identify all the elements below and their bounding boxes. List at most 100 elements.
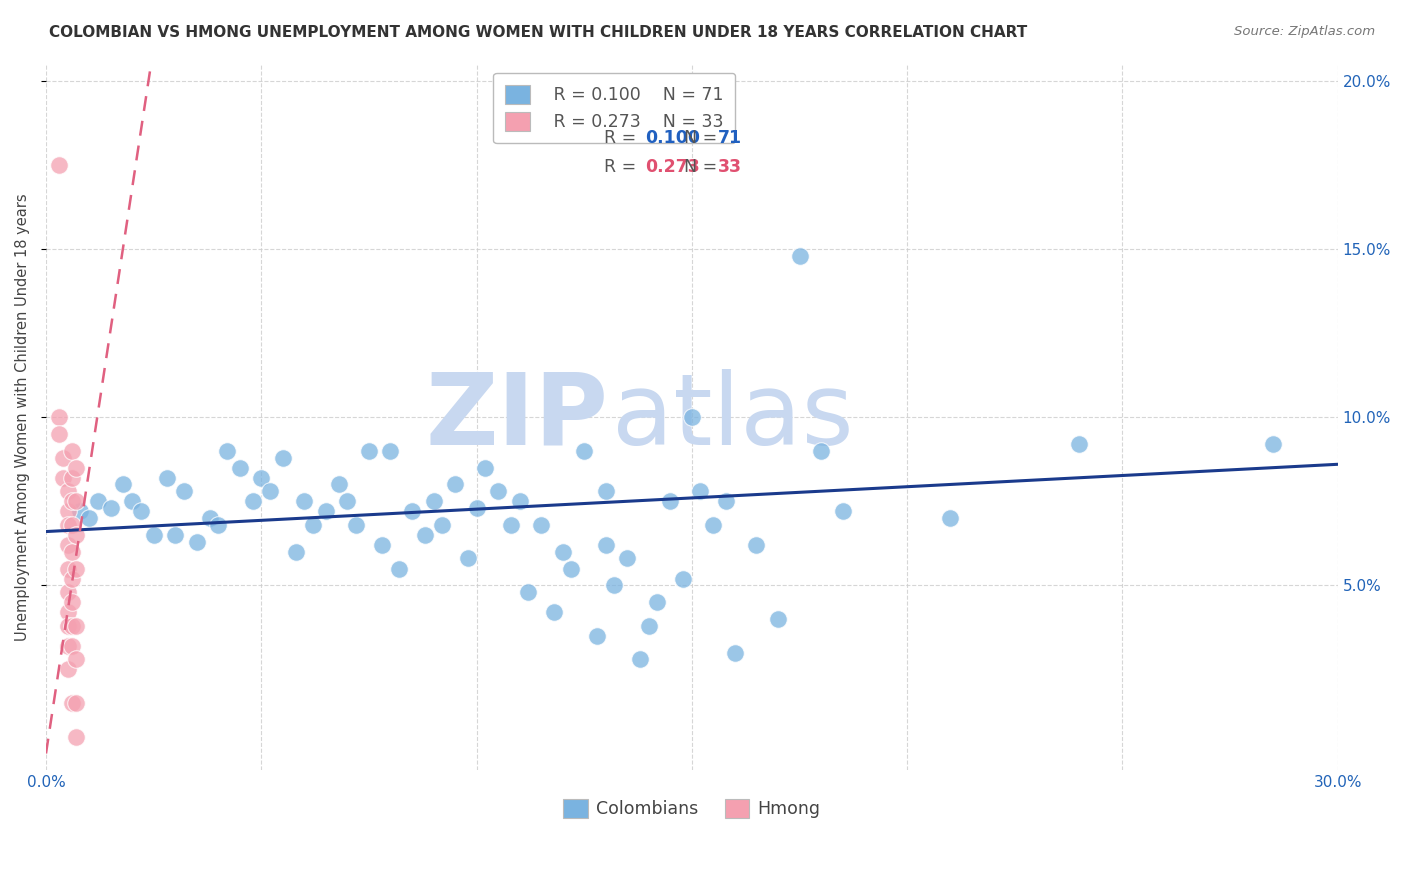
Point — [681, 410, 703, 425]
Point — [474, 460, 496, 475]
Point — [430, 517, 453, 532]
Point — [65, 652, 87, 666]
Point — [628, 652, 651, 666]
Point — [207, 517, 229, 532]
Point — [543, 605, 565, 619]
Point — [271, 450, 294, 465]
Point — [155, 471, 177, 485]
Point — [60, 639, 83, 653]
Point — [789, 249, 811, 263]
Text: 0.100: 0.100 — [645, 128, 700, 146]
Point — [65, 494, 87, 508]
Point — [444, 477, 467, 491]
Point — [65, 696, 87, 710]
Point — [56, 504, 79, 518]
Point — [344, 517, 367, 532]
Point — [574, 443, 596, 458]
Point — [56, 605, 79, 619]
Point — [457, 551, 479, 566]
Point — [56, 517, 79, 532]
Point — [56, 663, 79, 677]
Point — [100, 501, 122, 516]
Point — [142, 528, 165, 542]
Point — [60, 618, 83, 632]
Point — [65, 730, 87, 744]
Point — [112, 477, 135, 491]
Point — [60, 696, 83, 710]
Point — [371, 538, 394, 552]
Point — [724, 646, 747, 660]
Text: 33: 33 — [718, 158, 742, 176]
Point — [52, 450, 75, 465]
Point — [250, 471, 273, 485]
Point — [65, 528, 87, 542]
Point — [242, 494, 264, 508]
Point — [595, 484, 617, 499]
Point — [689, 484, 711, 499]
Point — [77, 511, 100, 525]
Point — [603, 578, 626, 592]
Point — [672, 572, 695, 586]
Point — [517, 585, 540, 599]
Point — [637, 618, 659, 632]
Point — [65, 618, 87, 632]
Point — [198, 511, 221, 525]
Point — [745, 538, 768, 552]
Text: atlas: atlas — [612, 368, 853, 466]
Point — [56, 538, 79, 552]
Point — [486, 484, 509, 499]
Point — [56, 585, 79, 599]
Text: N =: N = — [685, 128, 723, 146]
Point — [401, 504, 423, 518]
Point — [129, 504, 152, 518]
Point — [357, 443, 380, 458]
Point — [560, 561, 582, 575]
Text: 71: 71 — [718, 128, 742, 146]
Point — [60, 494, 83, 508]
Point — [328, 477, 350, 491]
Point — [499, 517, 522, 532]
Text: COLOMBIAN VS HMONG UNEMPLOYMENT AMONG WOMEN WITH CHILDREN UNDER 18 YEARS CORRELA: COLOMBIAN VS HMONG UNEMPLOYMENT AMONG WO… — [49, 25, 1028, 40]
Point — [86, 494, 108, 508]
Point — [60, 572, 83, 586]
Point — [939, 511, 962, 525]
Text: ZIP: ZIP — [425, 368, 607, 466]
Point — [388, 561, 411, 575]
Point — [530, 517, 553, 532]
Point — [659, 494, 682, 508]
Point — [60, 443, 83, 458]
Point — [551, 545, 574, 559]
Point — [810, 443, 832, 458]
Point — [509, 494, 531, 508]
Point — [121, 494, 143, 508]
Point — [165, 528, 187, 542]
Point — [56, 618, 79, 632]
Point — [413, 528, 436, 542]
Point — [215, 443, 238, 458]
Point — [702, 517, 724, 532]
Point — [716, 494, 738, 508]
Point — [56, 484, 79, 499]
Point — [48, 158, 70, 172]
Text: Source: ZipAtlas.com: Source: ZipAtlas.com — [1234, 25, 1375, 38]
Point — [1263, 437, 1285, 451]
Point — [259, 484, 281, 499]
Point — [60, 471, 83, 485]
Legend: Colombians, Hmong: Colombians, Hmong — [557, 792, 828, 825]
Point — [1069, 437, 1091, 451]
Point — [292, 494, 315, 508]
Point — [229, 460, 252, 475]
Point — [48, 410, 70, 425]
Point — [595, 538, 617, 552]
Text: N =: N = — [685, 158, 723, 176]
Point — [586, 629, 609, 643]
Point — [60, 545, 83, 559]
Point — [766, 612, 789, 626]
Point — [647, 595, 669, 609]
Point — [65, 561, 87, 575]
Point — [69, 504, 91, 518]
Point — [186, 534, 208, 549]
Point — [422, 494, 444, 508]
Point — [380, 443, 402, 458]
Point — [60, 595, 83, 609]
